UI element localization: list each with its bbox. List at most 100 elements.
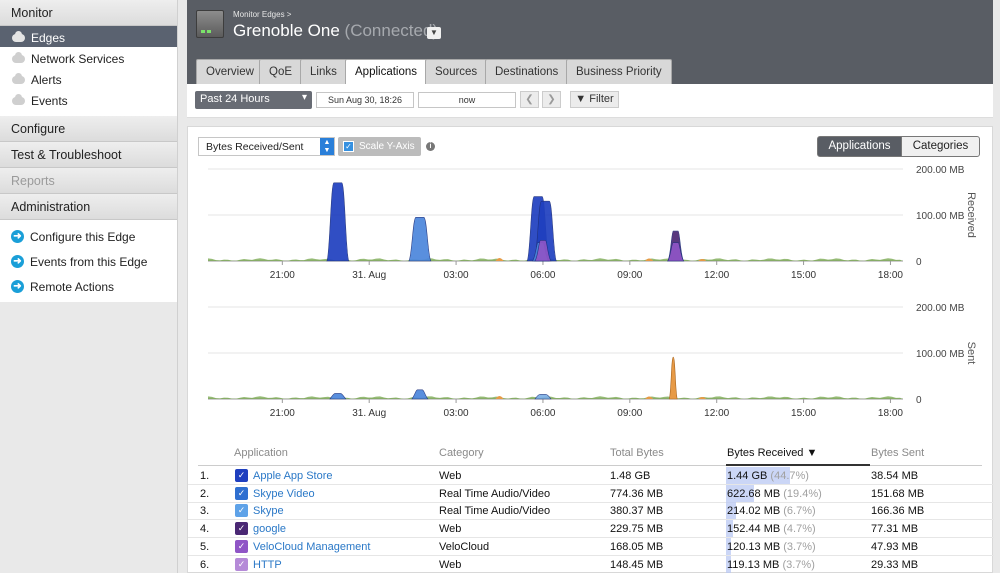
events-from-edge-link[interactable]: ➜ Events from this Edge bbox=[0, 249, 177, 274]
series-visibility-checkbox[interactable]: ✓ bbox=[235, 539, 248, 553]
scale-y-axis-toggle[interactable]: ✓ Scale Y-Axis bbox=[338, 137, 421, 156]
checkbox-checked-icon: ✓ bbox=[343, 141, 354, 152]
sidebar-item-network-services[interactable]: Network Services bbox=[0, 47, 177, 68]
sidebar-section-reports: Reports bbox=[0, 168, 177, 194]
edge-select-dropdown[interactable]: ▼ bbox=[427, 27, 441, 39]
row-index: 4. bbox=[200, 523, 210, 536]
x-tick-label: 09:00 bbox=[617, 408, 642, 419]
column-header-bytes-sent[interactable]: Bytes Sent bbox=[871, 447, 925, 459]
table-row[interactable]: 5. ✓ VeloCloud Management VeloCloud 168.05 M… bbox=[188, 537, 994, 556]
end-date-input[interactable]: now bbox=[418, 92, 516, 108]
series-peak-area bbox=[326, 182, 350, 262]
filter-button[interactable]: ▼ Filter bbox=[570, 91, 619, 108]
start-date-input[interactable]: Sun Aug 30, 18:26 bbox=[316, 92, 414, 108]
received-share-bar bbox=[726, 520, 733, 538]
sidebar-section-monitor[interactable]: Monitor bbox=[0, 0, 177, 26]
series-visibility-checkbox[interactable]: ✓ bbox=[235, 557, 248, 571]
x-tick-label: 06:00 bbox=[530, 408, 555, 419]
x-tick-label: 12:00 bbox=[704, 270, 729, 281]
page-header: Monitor Edges > Grenoble One (Connected)… bbox=[187, 0, 993, 50]
tab-links[interactable]: Links bbox=[300, 59, 347, 84]
tab-overview[interactable]: Overview bbox=[196, 59, 264, 84]
metric-select[interactable]: Bytes Received/Sent ▲ ▼ bbox=[198, 137, 335, 156]
series-visibility-checkbox[interactable]: ✓ bbox=[235, 522, 248, 536]
x-tick-label: 15:00 bbox=[791, 408, 816, 419]
configure-edge-link[interactable]: ➜ Configure this Edge bbox=[0, 224, 177, 249]
table-row[interactable]: 1. ✓ Apple App Store Web 1.48 GB 1.44 GB (44.… bbox=[188, 467, 994, 485]
total-bytes-cell: 380.37 MB bbox=[610, 505, 664, 518]
baseline-traffic-area bbox=[208, 258, 903, 261]
tab-destinations[interactable]: Destinations bbox=[485, 59, 569, 84]
bytes-sent-cell: 151.68 MB bbox=[871, 487, 925, 500]
application-link[interactable]: google bbox=[253, 523, 287, 536]
x-tick-label: 15:00 bbox=[791, 270, 816, 281]
y-axis-label: Received bbox=[965, 192, 977, 238]
chevron-down-icon: ▼ bbox=[430, 28, 438, 37]
application-link[interactable]: Apple App Store bbox=[253, 470, 333, 482]
received-percent: (6.7%) bbox=[783, 505, 816, 518]
remote-actions-link[interactable]: ➜ Remote Actions bbox=[0, 274, 177, 299]
page-title: Grenoble One (Connected) bbox=[233, 21, 438, 41]
sidebar-section-configure[interactable]: Configure bbox=[0, 116, 177, 142]
column-header-total-bytes[interactable]: Total Bytes bbox=[610, 447, 664, 459]
y-tick-label: 100.00 MB bbox=[916, 349, 965, 360]
info-icon[interactable]: i bbox=[426, 142, 435, 151]
sidebar-item-label: Events bbox=[31, 94, 68, 108]
y-tick-label: 0 bbox=[916, 257, 922, 268]
sidebar-section-test-troubleshoot[interactable]: Test & Troubleshoot bbox=[0, 142, 177, 168]
series-peak-area bbox=[667, 242, 685, 262]
tab-applications[interactable]: Applications bbox=[345, 59, 428, 84]
table-row[interactable]: 4. ✓ google Web 229.75 MB 152.44 MB (4.7%) 77.… bbox=[188, 520, 994, 539]
application-link[interactable]: Skype Video bbox=[253, 487, 315, 500]
sidebar-item-edges[interactable]: Edges bbox=[0, 26, 177, 47]
column-header-application[interactable]: Application bbox=[234, 447, 288, 459]
tab-sources[interactable]: Sources bbox=[425, 59, 488, 84]
view-categories-button[interactable]: Categories bbox=[901, 136, 980, 157]
row-index: 2. bbox=[200, 487, 210, 500]
series-peak-area bbox=[411, 389, 429, 400]
column-header-category[interactable]: Category bbox=[439, 447, 484, 459]
previous-period-button[interactable]: ❮ bbox=[520, 91, 539, 108]
next-period-button[interactable]: ❯ bbox=[542, 91, 561, 108]
row-index: 3. bbox=[200, 505, 210, 518]
series-visibility-checkbox[interactable]: ✓ bbox=[235, 486, 248, 500]
x-tick-label: 31. Aug bbox=[352, 408, 386, 419]
table-row[interactable]: 3. ✓ Skype Real Time Audio/Video 380.37 MB 21… bbox=[188, 502, 994, 521]
bytes-sent-cell: 47.93 MB bbox=[871, 540, 919, 553]
application-link[interactable]: Skype bbox=[253, 505, 284, 518]
sidebar-item-events[interactable]: Events bbox=[0, 89, 177, 110]
action-label: Events from this Edge bbox=[30, 254, 148, 269]
tab-business-priority[interactable]: Business Priority bbox=[566, 59, 672, 84]
series-peak-area bbox=[329, 393, 347, 400]
x-tick-label: 09:00 bbox=[617, 270, 642, 281]
table-row[interactable]: 2. ✓ Skype Video Real Time Audio/Video 774.3… bbox=[188, 484, 994, 503]
time-toolbar: Past 24 Hours Sun Aug 30, 18:26 now ❮ ❯ … bbox=[187, 84, 993, 118]
table-row[interactable]: 6. ✓ HTTP Web 148.45 MB 119.13 MB (3.7%) 29.33… bbox=[188, 555, 994, 573]
bytes-received-cell: 622.68 MB (19.4%) bbox=[727, 487, 822, 500]
table-header: Application Category Total Bytes Bytes R… bbox=[188, 445, 994, 467]
sidebar-section-administration[interactable]: Administration bbox=[0, 194, 177, 220]
series-visibility-checkbox[interactable]: ✓ bbox=[235, 469, 248, 482]
chevron-left-icon: ❮ bbox=[525, 94, 534, 105]
time-period-select[interactable]: Past 24 Hours bbox=[195, 91, 312, 109]
application-link[interactable]: HTTP bbox=[253, 558, 282, 571]
application-link[interactable]: VeloCloud Management bbox=[253, 540, 371, 553]
series-peak-area bbox=[408, 217, 432, 262]
bytes-sent-cell: 166.36 MB bbox=[871, 505, 925, 518]
tab-qoe[interactable]: QoE bbox=[259, 59, 303, 84]
breadcrumb[interactable]: Monitor Edges > bbox=[233, 10, 292, 19]
arrow-right-icon: ➜ bbox=[11, 255, 24, 268]
filter-label: Filter bbox=[589, 93, 614, 105]
sidebar-item-alerts[interactable]: Alerts bbox=[0, 68, 177, 89]
bytes-sent-cell: 77.31 MB bbox=[871, 523, 919, 536]
y-axis-label: Sent bbox=[965, 342, 977, 365]
cloud-icon bbox=[12, 73, 25, 84]
received-share-bar bbox=[726, 537, 731, 555]
series-visibility-checkbox[interactable]: ✓ bbox=[235, 504, 248, 518]
minor-traffic-area bbox=[698, 259, 707, 261]
x-tick-label: 06:00 bbox=[530, 270, 555, 281]
x-tick-label: 18:00 bbox=[878, 270, 903, 281]
column-header-bytes-received[interactable]: Bytes Received ▼ bbox=[727, 447, 817, 459]
view-applications-button[interactable]: Applications bbox=[817, 136, 902, 157]
received-percent: (4.7%) bbox=[783, 523, 816, 536]
